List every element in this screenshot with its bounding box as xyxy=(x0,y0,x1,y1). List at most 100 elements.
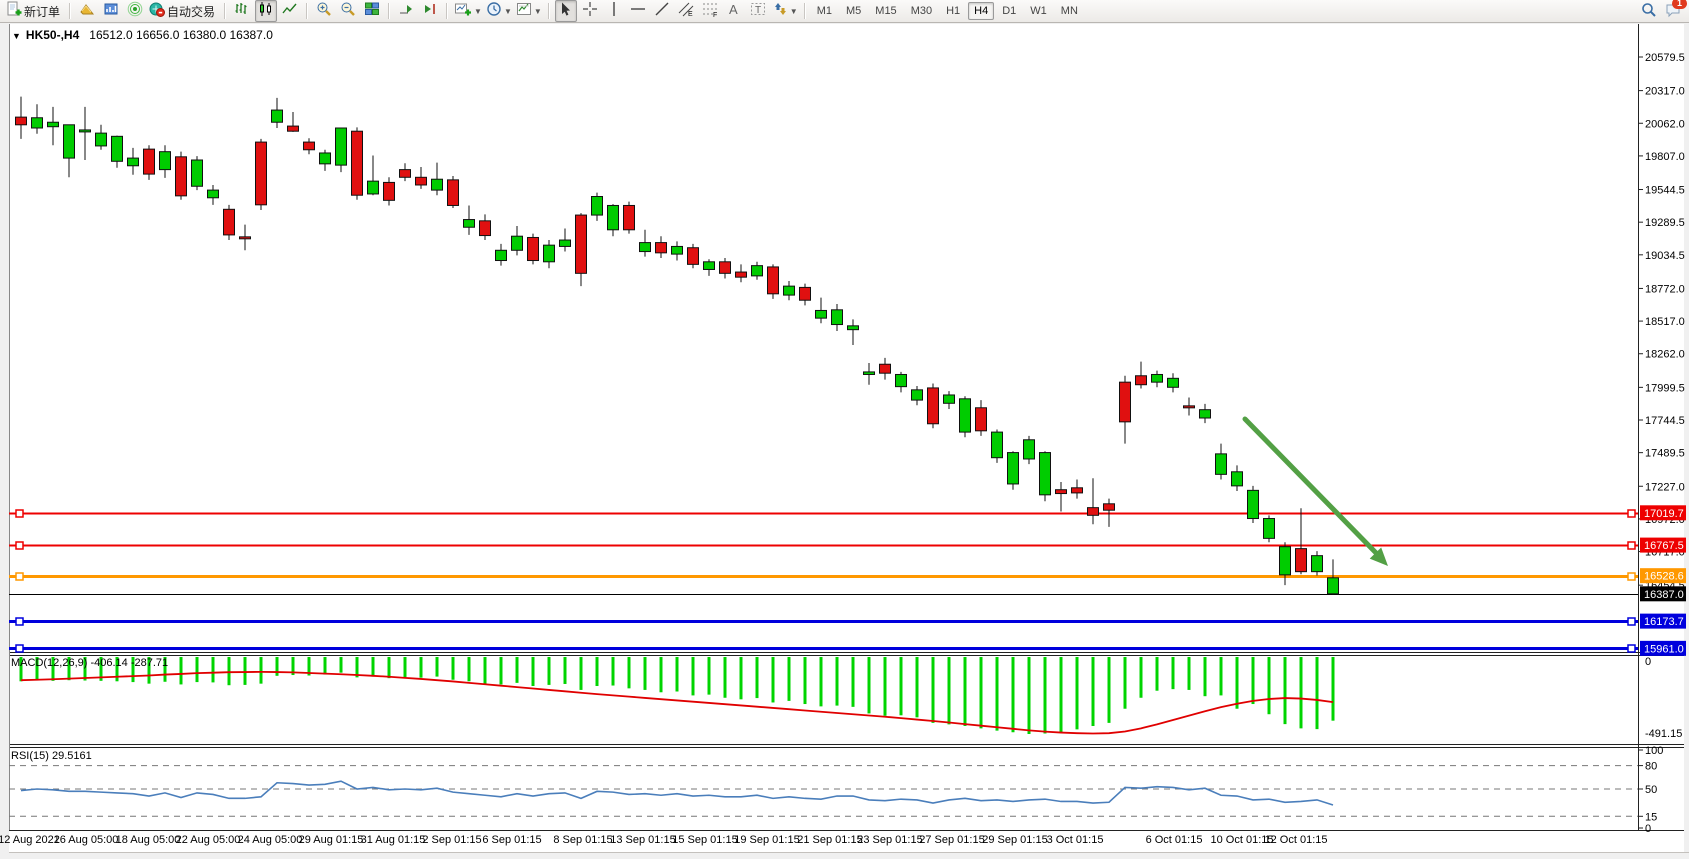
timeframe-d1[interactable]: D1 xyxy=(1002,5,1017,17)
line-handle[interactable] xyxy=(15,572,24,581)
ohlc-high: 16656.0 xyxy=(136,28,180,42)
price-line-label-box xyxy=(1640,568,1686,584)
arrows-tool-button[interactable]: ▼ xyxy=(771,0,799,22)
price-line-label: 15961.0 xyxy=(1644,643,1684,655)
candle xyxy=(767,266,779,295)
candle xyxy=(191,159,203,187)
line-handle[interactable] xyxy=(15,509,24,518)
candle xyxy=(511,235,523,251)
timeframe-m30[interactable]: M30 xyxy=(910,5,933,17)
auto-scroll-button[interactable] xyxy=(395,0,417,22)
candle xyxy=(271,109,283,123)
vertical-line-tool-button[interactable] xyxy=(603,0,625,22)
candle xyxy=(1135,375,1147,386)
timeframe-w1[interactable]: W1 xyxy=(1030,5,1047,17)
candle xyxy=(687,247,699,265)
date-label: 10 Oct 01:15 xyxy=(1211,834,1274,846)
trend-arrow-head[interactable] xyxy=(1369,547,1388,566)
zoom-out-button[interactable] xyxy=(337,0,359,22)
price-line-label: 16528.6 xyxy=(1644,571,1684,583)
toolbar-separator xyxy=(69,3,72,19)
chart-shift-button[interactable] xyxy=(419,0,441,22)
crosshair-tool-button[interactable] xyxy=(579,0,601,22)
timeframe-m5[interactable]: M5 xyxy=(846,5,862,17)
rsi-line xyxy=(20,780,1334,806)
candle xyxy=(927,387,939,425)
line-chart-button[interactable] xyxy=(279,0,301,22)
price-tick-label: 18517.0 xyxy=(1645,316,1685,328)
autotrading-button[interactable]: 自动交易 xyxy=(148,0,219,22)
ohlc-open: 16512.0 xyxy=(89,28,133,42)
timeframe-m15[interactable]: M15 xyxy=(875,5,897,17)
price-line-label-box xyxy=(1640,586,1686,602)
timeframe-mn[interactable]: MN xyxy=(1060,5,1078,17)
candle xyxy=(1023,439,1035,460)
candle xyxy=(255,141,267,206)
fibonacci-tool-button[interactable]: F xyxy=(699,0,721,22)
candle xyxy=(175,156,187,197)
market-watch-button[interactable] xyxy=(76,0,98,22)
line-handle[interactable] xyxy=(1627,644,1636,653)
zoom-in-button[interactable] xyxy=(313,0,335,22)
macd-signal-value: -287.71 xyxy=(130,657,169,669)
price-line-label: 17019.7 xyxy=(1644,508,1684,520)
equidistant-channel-tool-button[interactable]: E xyxy=(675,0,697,22)
candle xyxy=(463,219,475,228)
line-handle[interactable] xyxy=(15,644,24,653)
line-chart-icon xyxy=(282,1,298,22)
search-button[interactable] xyxy=(1638,1,1660,23)
line-handle[interactable] xyxy=(1627,572,1636,581)
line-handle[interactable] xyxy=(1627,509,1636,518)
line-handle[interactable] xyxy=(15,617,24,626)
new-order-button[interactable]: 新订单 xyxy=(5,0,64,22)
data-window-button[interactable] xyxy=(100,0,122,22)
notifications-button[interactable]: 1 xyxy=(1662,0,1687,23)
data-window-icon xyxy=(103,1,119,22)
price-tick-label: 19807.0 xyxy=(1645,151,1685,163)
candle xyxy=(335,127,347,166)
date-label: 12 Oct 01:15 xyxy=(1265,834,1328,846)
price-tick-label: 20317.0 xyxy=(1645,86,1685,98)
toolbar-separator xyxy=(446,3,449,19)
cursor-tool-button[interactable] xyxy=(554,0,577,22)
candle xyxy=(495,249,507,262)
autotrading-icon xyxy=(149,1,166,22)
timeframe-h1[interactable]: H1 xyxy=(946,5,961,17)
trendline-tool-button[interactable] xyxy=(651,0,673,22)
price-tick-label: 20062.0 xyxy=(1645,118,1685,130)
candle xyxy=(1071,487,1083,494)
chart-templates-button[interactable]: ▼ xyxy=(515,0,543,22)
text-tool-button[interactable]: A xyxy=(723,0,745,22)
candle xyxy=(559,239,571,247)
timeframe-h4[interactable]: H4 xyxy=(968,2,995,20)
date-label: 31 Aug 01:15 xyxy=(361,834,426,846)
candle xyxy=(383,181,395,201)
bar-chart-icon xyxy=(234,1,250,22)
period-selector-button[interactable]: ▼ xyxy=(485,0,513,22)
chart-templates-icon xyxy=(516,1,532,22)
candlestick-chart-button[interactable] xyxy=(255,0,278,22)
new-chart-button[interactable]: ▼ xyxy=(453,0,483,22)
candle xyxy=(95,132,107,147)
tile-windows-button[interactable] xyxy=(361,0,383,22)
text-label-tool-button[interactable]: T xyxy=(747,0,769,22)
navigator-button[interactable] xyxy=(124,0,146,22)
symbol-dropdown-icon[interactable]: ▼ xyxy=(12,31,21,41)
market-watch-icon xyxy=(79,1,95,22)
line-handle[interactable] xyxy=(1627,541,1636,550)
line-handle[interactable] xyxy=(15,541,24,550)
timeframe-m1[interactable]: M1 xyxy=(816,5,832,17)
bar-chart-button[interactable] xyxy=(231,0,253,22)
candle xyxy=(655,242,667,254)
rsi-tick-label: 0 xyxy=(1645,823,1651,835)
horizontal-line-tool-button[interactable] xyxy=(627,0,649,22)
tile-windows-icon xyxy=(364,1,380,22)
new-order-label: 新订单 xyxy=(24,4,61,19)
trend-arrow-line[interactable] xyxy=(1242,416,1384,561)
cursor-icon xyxy=(558,1,574,22)
line-handle[interactable] xyxy=(1627,617,1636,626)
candle xyxy=(815,309,827,319)
candle xyxy=(479,220,491,237)
autotrading-label: 自动交易 xyxy=(167,4,216,19)
